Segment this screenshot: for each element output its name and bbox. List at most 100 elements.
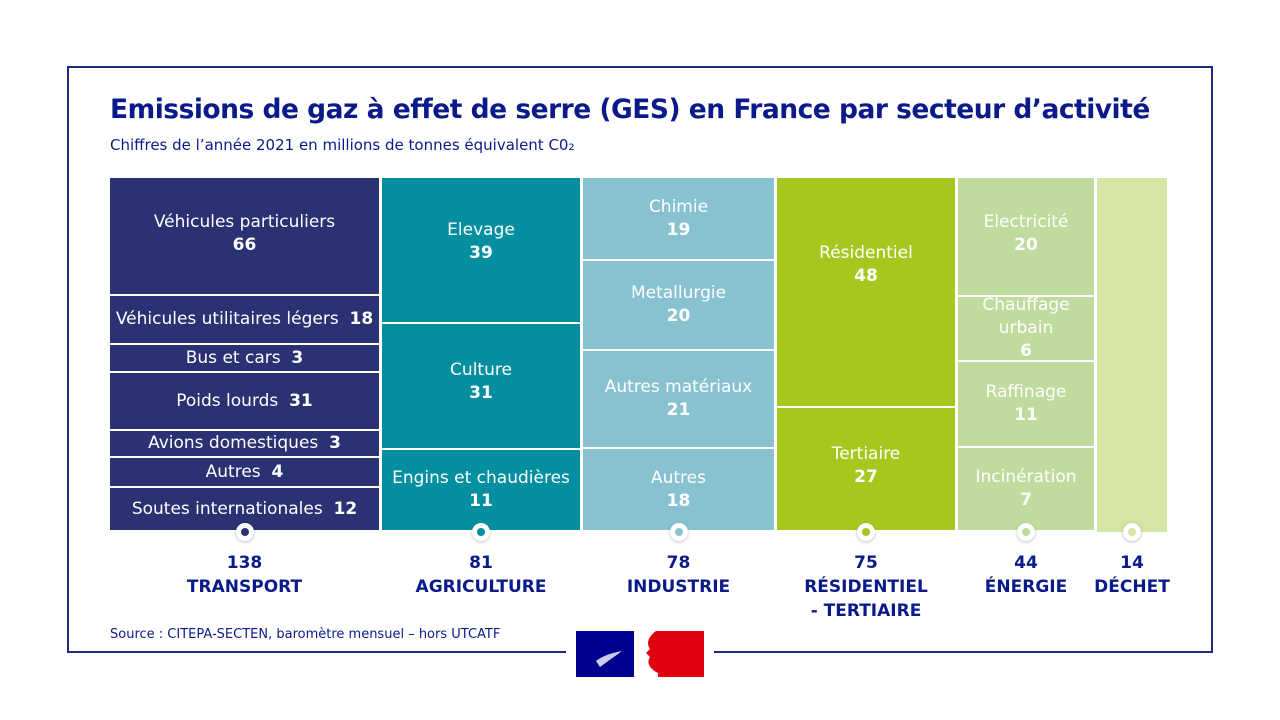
sector-total-value: 75 [854, 553, 878, 573]
cell-value: 19 [666, 219, 691, 240]
cell-value: 11 [1014, 405, 1038, 425]
treemap-cell: Autres 18 [583, 449, 774, 530]
cell-label: Bus et cars [185, 347, 281, 368]
treemap-cell: Engins et chaudières 11 [382, 450, 580, 530]
cell-label: Elevage [447, 219, 515, 240]
sector-marker-icon [235, 523, 254, 541]
cell-value-wrap: 18 [667, 490, 691, 513]
cell-value: 48 [854, 266, 878, 287]
sector-total: 44 ÉNERGIE [946, 551, 1106, 599]
cell-label: Résidentiel [819, 243, 913, 264]
cell-value-wrap: 21 [667, 399, 691, 422]
cell-value: 4 [271, 461, 284, 482]
treemap-cell: Véhicules utilitaires légers 18 [110, 296, 379, 343]
cell-value: 18 [666, 490, 691, 511]
treemap-cell: Raffinage 11 [958, 362, 1094, 446]
cell-value-wrap: 20 [1014, 234, 1038, 257]
cell-value: 18 [349, 309, 374, 329]
cell-value: 3 [291, 347, 304, 368]
cell-value: 7 [1020, 490, 1032, 510]
treemap-cell: Elevage 39 [382, 178, 580, 322]
sector-total-value: 78 [666, 553, 691, 573]
cell-value-wrap: 27 [854, 466, 878, 489]
cell-value: 11 [469, 491, 493, 511]
cell-label: Chimie [648, 196, 709, 217]
cell-value: 20 [666, 306, 691, 326]
cell-label: Autres [650, 467, 706, 488]
cell-value-wrap: 19 [667, 219, 691, 242]
cell-label: Poids lourds [176, 390, 279, 411]
treemap-cell: Incinération 7 [958, 448, 1094, 530]
sector-marker-icon [472, 523, 490, 541]
cell-label: Raffinage [985, 382, 1067, 402]
sector-total-value: 81 [469, 553, 493, 573]
chart-title: Emissions de gaz à effet de serre (GES) … [110, 94, 1150, 125]
sector-marker-icon [1123, 523, 1141, 541]
cell-value: 21 [666, 400, 691, 420]
marianne-logo [576, 631, 704, 677]
treemap-cell: Autres matériaux 21 [583, 351, 774, 447]
sector-total: 75 RÉSIDENTIEL - TERTIAIRE [786, 551, 946, 623]
cell-label: Tertiaire [831, 443, 901, 464]
treemap-cell: Résidentiel 48 [777, 178, 955, 406]
sector-total-value: 44 [1014, 553, 1038, 573]
treemap-cell: Metallurgie 20 [583, 261, 774, 349]
sector-total: 78 INDUSTRIE [599, 551, 759, 599]
cell-label: Chauffage urbain [982, 295, 1070, 338]
sector-total: 14 DÉCHET [1052, 551, 1212, 599]
treemap-cell: Véhicules particuliers 66 [110, 178, 379, 294]
sector-name: DÉCHET [1094, 577, 1170, 597]
chart-subtitle: Chiffres de l’année 2021 en millions de … [110, 136, 575, 154]
cell-label: Autres matériaux [604, 377, 753, 397]
cell-value-wrap: 31 [469, 382, 493, 405]
cell-text: Bus et cars 3 [186, 347, 304, 370]
cell-label: Culture [450, 360, 512, 381]
cell-label: Véhicules utilitaires légers [115, 309, 339, 329]
cell-value-wrap: 11 [469, 490, 493, 513]
cell-label: Véhicules particuliers [153, 212, 336, 233]
treemap-cell: Tertiaire 27 [777, 408, 955, 530]
cell-value: 3 [329, 433, 341, 453]
cell-value: 27 [854, 466, 878, 487]
cell-value-wrap: 48 [854, 265, 878, 288]
cell-text: Autres 4 [206, 461, 284, 484]
cell-label: Metallurgie [630, 283, 727, 303]
cell-value: 31 [469, 383, 493, 404]
sector-cell [1097, 178, 1167, 532]
sector-marker-icon [857, 523, 875, 541]
sector-name: AGRICULTURE [415, 577, 547, 597]
treemap-cell: Culture 31 [382, 324, 580, 448]
sector-marker-icon [669, 523, 688, 541]
cell-label: Incinération [975, 467, 1077, 487]
cell-value-wrap: 39 [469, 242, 493, 265]
cell-label: Electricité [983, 212, 1069, 233]
sector-total-value: 138 [226, 553, 263, 573]
cell-value-wrap: 20 [667, 305, 691, 328]
sector-name: INDUSTRIE [626, 577, 731, 597]
cell-value: 39 [469, 242, 493, 263]
treemap-cell: Avions domestiques 3 [110, 431, 379, 456]
treemap-cell: Autres 4 [110, 458, 379, 486]
sector-name: TRANSPORT [186, 577, 303, 597]
cell-value-wrap: 6 [1020, 340, 1032, 363]
sector-marker-icon [1017, 523, 1035, 541]
cell-value: 12 [333, 498, 358, 519]
cell-value: 6 [1020, 341, 1032, 361]
treemap-cell: Chauffage urbain 6 [958, 295, 1094, 363]
cell-label: Avions domestiques [148, 433, 319, 453]
treemap-cell: Poids lourds 31 [110, 373, 379, 429]
cell-text: Véhicules utilitaires légers 18 [116, 308, 373, 331]
cell-label: Soutes internationales [131, 498, 323, 519]
sector-name: ÉNERGIE [984, 577, 1068, 597]
cell-text: Avions domestiques 3 [148, 432, 341, 455]
cell-value-wrap: 11 [1014, 404, 1038, 427]
treemap-cell: Bus et cars 3 [110, 345, 379, 371]
cell-value-wrap: 66 [233, 234, 257, 257]
sector-name: RÉSIDENTIEL - TERTIAIRE [804, 577, 928, 621]
cell-label: Engins et chaudières [392, 468, 570, 488]
cell-value-wrap: 7 [1020, 489, 1032, 512]
source-note: Source : CITEPA-SECTEN, baromètre mensue… [110, 627, 501, 642]
sector-total: 81 AGRICULTURE [401, 551, 561, 599]
cell-value: 66 [232, 235, 257, 256]
cell-value: 31 [289, 390, 313, 411]
